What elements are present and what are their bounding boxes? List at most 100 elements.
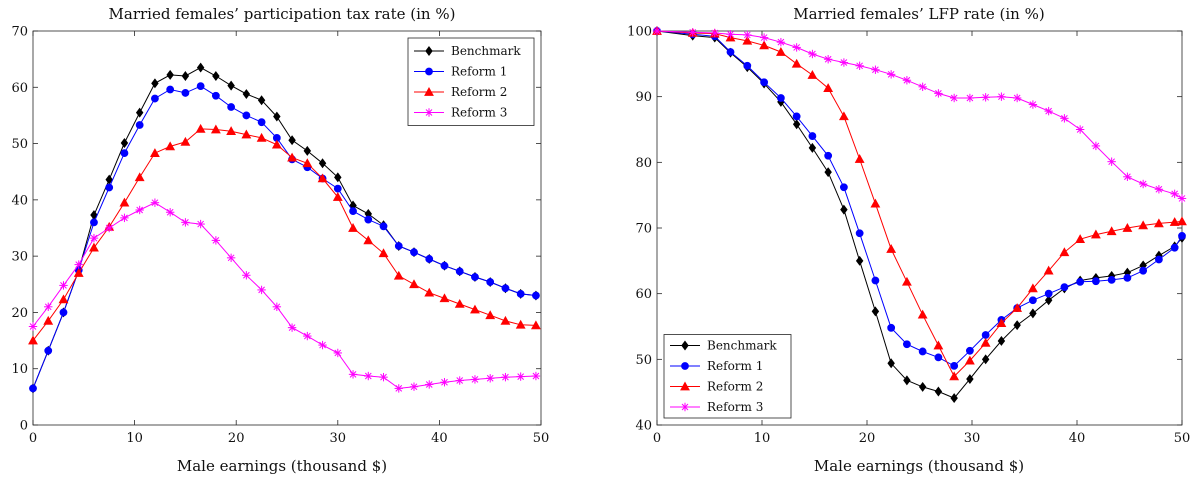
data-point: [775, 46, 786, 56]
data-point: [425, 67, 433, 76]
x-tick-label: 40: [1069, 431, 1086, 446]
legend-item: Reform 1: [670, 359, 763, 373]
data-point: [105, 223, 114, 233]
data-point: [1060, 283, 1069, 291]
data-point: [334, 172, 342, 183]
x-tick-label: 20: [228, 431, 245, 446]
data-point: [808, 132, 817, 140]
data-point: [226, 126, 237, 136]
data-point: [887, 358, 895, 369]
data-point: [1013, 320, 1021, 331]
data-point: [807, 69, 818, 79]
data-point: [759, 40, 770, 50]
data-point: [886, 243, 897, 253]
x-tick-label: 30: [964, 431, 981, 446]
data-point: [500, 315, 511, 325]
data-point: [425, 46, 433, 56]
y-tick-label: 70: [11, 25, 28, 40]
y-tick-label: 50: [635, 353, 652, 368]
star-stroke: [872, 66, 879, 74]
data-point: [273, 111, 281, 122]
data-point: [966, 346, 974, 355]
legend-item: Reform 2: [414, 85, 507, 99]
data-point: [470, 375, 480, 384]
star-stroke: [966, 94, 974, 102]
data-point: [918, 381, 927, 392]
data-point: [1076, 277, 1085, 286]
star-stroke: [689, 28, 697, 36]
data-point: [1153, 218, 1164, 228]
data-point: [1075, 125, 1085, 134]
star-stroke: [903, 76, 911, 84]
data-point: [134, 172, 145, 182]
star-stroke: [727, 30, 734, 38]
star-stroke: [29, 323, 37, 330]
star-stroke: [334, 349, 342, 357]
data-point: [119, 197, 130, 207]
data-point: [257, 118, 266, 127]
data-point: [424, 86, 434, 96]
series-reform-2: [652, 25, 1187, 381]
data-point: [966, 374, 974, 385]
data-point: [1155, 255, 1163, 264]
data-point: [1027, 283, 1038, 293]
star-stroke: [935, 90, 942, 97]
data-point: [516, 372, 525, 381]
star-stroke: [105, 224, 113, 232]
plot-area: 0 10 20 30 40 50 0 10 20 30 40 50 60 70: [11, 25, 549, 447]
data-point: [917, 309, 928, 319]
data-point: [1170, 189, 1179, 199]
legend-label: Reform 3: [451, 106, 507, 120]
data-point: [105, 183, 114, 192]
data-point: [333, 184, 342, 193]
y-tick-label: 80: [635, 156, 652, 171]
data-point: [1178, 231, 1186, 240]
star-stroke: [1076, 126, 1084, 133]
star-stroke: [1108, 158, 1116, 166]
star-stroke: [840, 59, 848, 66]
data-point: [1044, 289, 1053, 298]
data-point: [378, 248, 389, 258]
data-point: [1091, 141, 1101, 151]
data-point: [379, 372, 388, 382]
data-point: [1123, 274, 1132, 282]
series-reform-3: [652, 26, 1187, 203]
data-point: [871, 306, 880, 317]
data-point: [135, 107, 144, 118]
star-stroke: [517, 373, 525, 380]
data-point: [532, 291, 540, 300]
data-point: [1177, 194, 1187, 203]
y-tick-label: 40: [11, 193, 28, 208]
data-point: [949, 371, 960, 381]
data-point: [425, 380, 434, 389]
data-point: [996, 318, 1007, 328]
data-point: [1154, 185, 1164, 194]
data-point: [424, 287, 435, 297]
data-point: [349, 207, 357, 216]
series-reform-2: [28, 123, 541, 345]
data-point: [303, 331, 312, 341]
data-point: [1123, 172, 1132, 181]
data-point: [933, 340, 944, 350]
series-line: [32, 128, 536, 341]
data-point: [710, 28, 719, 38]
data-point: [726, 30, 735, 39]
data-point: [840, 204, 848, 215]
legend-item: Reform 3: [414, 106, 507, 120]
data-point: [777, 94, 785, 102]
x-tick-label: 0: [653, 431, 661, 446]
data-point: [409, 279, 419, 289]
data-point: [1107, 275, 1116, 284]
data-point: [1092, 277, 1100, 286]
data-point: [150, 148, 160, 157]
data-point: [902, 76, 912, 85]
star-stroke: [887, 70, 895, 78]
data-point: [120, 213, 129, 223]
data-point: [854, 154, 865, 163]
data-point: [470, 304, 480, 314]
data-point: [196, 82, 205, 91]
data-point: [1044, 295, 1053, 306]
star-stroke: [532, 372, 540, 380]
data-point: [425, 255, 434, 263]
data-point: [1090, 229, 1101, 239]
